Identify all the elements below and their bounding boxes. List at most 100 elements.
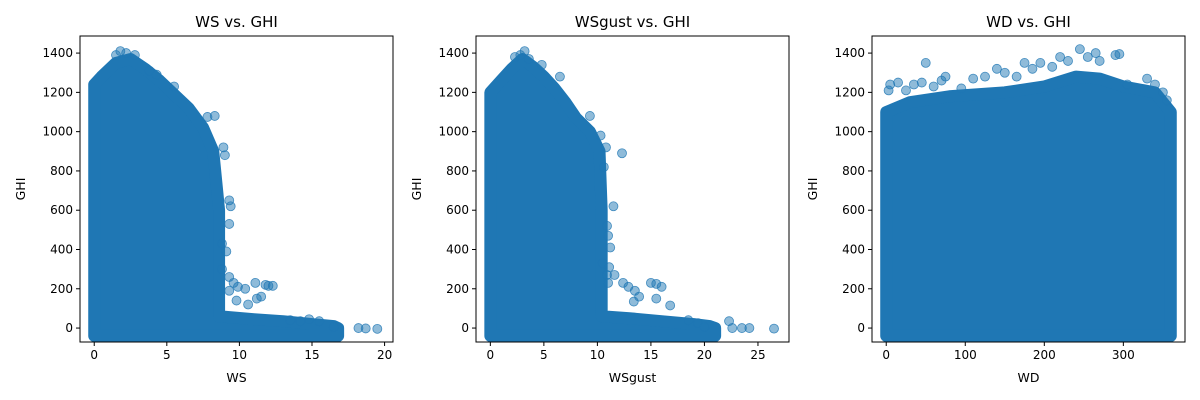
y-axis-label: GHI [13,178,28,201]
y-tick-label: 1000 [834,125,865,139]
scatter-point [218,142,229,153]
x-axis-label: WSgust [609,370,657,385]
y-tick-label: 0 [857,321,865,335]
scatter-point [602,221,612,231]
y-tick-label: 200 [50,282,73,296]
x-tick-label: 5 [163,348,171,362]
scatter-point [519,46,530,57]
x-tick-label: 10 [232,348,247,362]
y-tick-label: 0 [461,321,469,335]
y-tick-label: 800 [842,164,865,178]
y-axis-label: GHI [409,178,424,201]
scatter-point [555,71,565,82]
x-tick-label: 100 [954,348,977,362]
scatter-point [295,316,306,327]
y-tick-label: 600 [446,203,469,217]
x-tick-label: 5 [540,348,548,362]
scatter-point [1035,58,1046,68]
dense-point-cloud [880,70,1177,342]
x-tick-label: 20 [697,348,712,362]
chart-title: WD vs. GHI [986,13,1071,31]
x-tick-label: 25 [750,348,765,362]
scatter-point [744,323,755,333]
scatter-point [598,162,609,172]
scatter-point [1082,52,1093,62]
plot-frame [475,35,790,343]
scatter-point [1047,61,1058,72]
y-tick-label: 800 [446,164,469,178]
scatter-point [129,50,140,60]
scatter-point [940,71,951,82]
scatter-point [151,69,162,80]
x-tick-label: 15 [643,348,658,362]
x-tick-label: 0 [90,348,98,362]
scatter-point [1055,52,1066,62]
chart-title: WS vs. GHI [195,13,278,31]
scatter-point [314,316,325,327]
scatter-point [217,238,227,249]
scatter-point [1011,71,1022,82]
scatter-point [601,142,611,153]
scatter-point [651,293,662,304]
scatter-point [1150,79,1160,90]
plot-frame [79,35,394,343]
x-tick-label: 20 [377,348,392,362]
y-tick-label: 1000 [438,125,469,139]
scatter-point [221,246,232,257]
scatter-point [584,111,595,121]
scatter-point [656,281,667,292]
scatter-point [523,54,534,64]
y-tick-label: 1000 [42,125,73,139]
scatter-point [727,323,738,333]
y-tick-label: 1200 [834,85,865,99]
scatter-point [603,277,613,288]
scatter-point [1027,63,1038,74]
scatter-point [224,219,235,229]
scatter-point [240,283,251,294]
scatter-point [267,280,278,291]
scatter-point [901,85,911,96]
x-tick-label: 0 [882,348,890,362]
scatter-point [683,315,694,326]
scatter-point [968,73,979,84]
scatter-point [603,230,613,241]
scatter-point [231,295,242,306]
scatter-point [769,323,779,334]
y-tick-label: 400 [446,242,469,256]
scatter-point [609,270,620,280]
chart-panel-2: 0 5 10 15 20 25 0 200 400 600 800 1000 1200 1400 WSgus… [409,13,790,385]
x-axis-label: WS [226,370,246,385]
x-tick-label: 200 [1033,348,1056,362]
scatter-point [595,130,606,141]
x-tick-label: 0 [487,348,495,362]
scatter-point [1063,56,1073,66]
dense-point-cloud [484,52,722,342]
dense-point-cloud [88,52,345,342]
y-tick-label: 200 [446,282,469,296]
scatter-point [634,291,645,302]
scatter-point [121,48,132,58]
y-tick-label: 1200 [42,85,73,99]
y-tick-label: 800 [50,164,73,178]
scatter-point [1094,56,1105,66]
scatter-point [1161,95,1172,106]
y-tick-label: 1400 [438,46,469,60]
scatter-point [928,81,939,92]
scatter-point [256,291,267,302]
x-tick-label: 300 [1112,348,1135,362]
scatter-point [956,83,967,94]
scatter-point [893,77,903,88]
x-tick-label: 15 [304,348,319,362]
scatter-point [605,242,616,253]
scatter-point [1142,73,1152,84]
scatter-point [999,67,1010,78]
plot-frame [871,35,1186,343]
scatter-point [1090,48,1101,58]
chart-title: WSgust vs. GHI [575,13,690,31]
scatter-point [224,285,235,296]
scatter-point [285,315,296,326]
scatter-point [219,150,230,161]
scatter-point [209,111,220,121]
